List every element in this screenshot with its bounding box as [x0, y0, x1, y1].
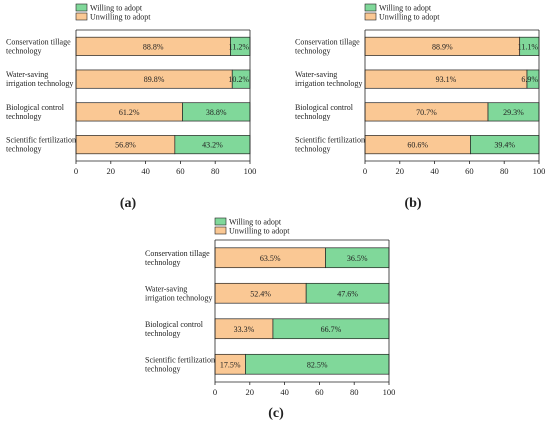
category-label-2: Water-saving irrigation technology [295, 70, 362, 88]
data-label-willing-4: 39.4% [494, 141, 515, 150]
x-tick-label-80: 80 [211, 166, 220, 176]
data-label-willing-3: 66.7% [321, 325, 342, 334]
data-label-unwilling-4: 60.6% [407, 141, 428, 150]
category-label-1: Conservation tillage technology [295, 37, 360, 55]
x-tick-label-0: 0 [213, 387, 217, 397]
panel-label: (a) [120, 196, 137, 211]
category-label-3: Biological control technology [6, 103, 65, 121]
x-tick-label-60: 60 [315, 387, 324, 397]
x-tick-label-100: 100 [383, 387, 396, 397]
legend-swatch-unwilling [75, 12, 88, 21]
data-label-unwilling-1: 63.5% [260, 254, 281, 263]
legend-swatch-unwilling [214, 226, 227, 235]
data-label-willing-2: 47.6% [337, 289, 358, 298]
legend-swatch-willing [364, 3, 377, 12]
legend-label-willing: Willing to adopt [229, 218, 282, 227]
data-label-willing-3: 38.8% [206, 108, 227, 117]
legend-label-willing: Willing to adopt [379, 4, 432, 13]
data-label-unwilling-3: 33.3% [234, 325, 255, 334]
data-label-willing-3: 29.3% [503, 108, 524, 117]
data-label-unwilling-1: 88.9% [432, 42, 453, 51]
data-label-unwilling-2: 93.1% [436, 75, 457, 84]
x-tick-label-100: 100 [244, 166, 257, 176]
data-label-willing-2: 6.9% [521, 75, 538, 84]
category-label-4: Scientific fertilization technology [295, 136, 365, 154]
x-tick-label-60: 60 [465, 166, 474, 176]
x-tick-label-20: 20 [246, 387, 255, 397]
legend-label-unwilling: Unwilling to adopt [229, 227, 290, 236]
x-tick-label-80: 80 [500, 166, 509, 176]
x-tick-label-40: 40 [430, 166, 439, 176]
category-label-2: Water-saving irrigation technology [145, 284, 212, 302]
data-label-unwilling-3: 70.7% [416, 108, 437, 117]
legend-label-willing: Willing to adopt [90, 4, 143, 13]
data-label-willing-4: 43.2% [202, 141, 223, 150]
x-tick-label-0: 0 [74, 166, 78, 176]
category-label-3: Biological control technology [145, 320, 204, 338]
data-label-unwilling-2: 89.8% [144, 75, 165, 84]
data-label-unwilling-4: 56.8% [115, 141, 136, 150]
panel-label: (b) [404, 196, 421, 211]
legend-swatch-willing [214, 217, 227, 226]
category-label-4: Scientific fertilization technology [6, 136, 76, 154]
data-label-willing-2: 10.2% [228, 75, 249, 84]
data-label-willing-4: 82.5% [307, 360, 328, 369]
x-tick-label-40: 40 [141, 166, 150, 176]
panel-label: (c) [268, 406, 284, 421]
x-tick-label-80: 80 [350, 387, 359, 397]
legend-label-unwilling: Unwilling to adopt [90, 13, 151, 22]
x-tick-label-20: 20 [396, 166, 405, 176]
data-label-unwilling-1: 88.8% [143, 42, 164, 51]
category-label-3: Biological control technology [295, 103, 354, 121]
legend-swatch-willing [75, 3, 88, 12]
x-tick-label-100: 100 [533, 166, 546, 176]
data-label-unwilling-4: 17.5% [220, 360, 241, 369]
category-label-1: Conservation tillage technology [6, 37, 71, 55]
x-tick-label-20: 20 [107, 166, 116, 176]
x-tick-label-60: 60 [176, 166, 185, 176]
data-label-unwilling-2: 52.4% [250, 289, 271, 298]
category-label-2: Water-saving irrigation technology [6, 70, 73, 88]
category-label-1: Conservation tillage technology [145, 249, 210, 267]
x-tick-label-40: 40 [280, 387, 289, 397]
data-label-willing-1: 36.5% [347, 254, 368, 263]
x-tick-label-0: 0 [363, 166, 367, 176]
data-label-unwilling-3: 61.2% [119, 108, 140, 117]
legend-swatch-unwilling [364, 12, 377, 21]
data-label-willing-1: 11.1% [518, 42, 539, 51]
category-label-4: Scientific fertilization technology [145, 355, 215, 373]
legend-label-unwilling: Unwilling to adopt [379, 13, 440, 22]
data-label-willing-1: 11.2% [229, 42, 250, 51]
